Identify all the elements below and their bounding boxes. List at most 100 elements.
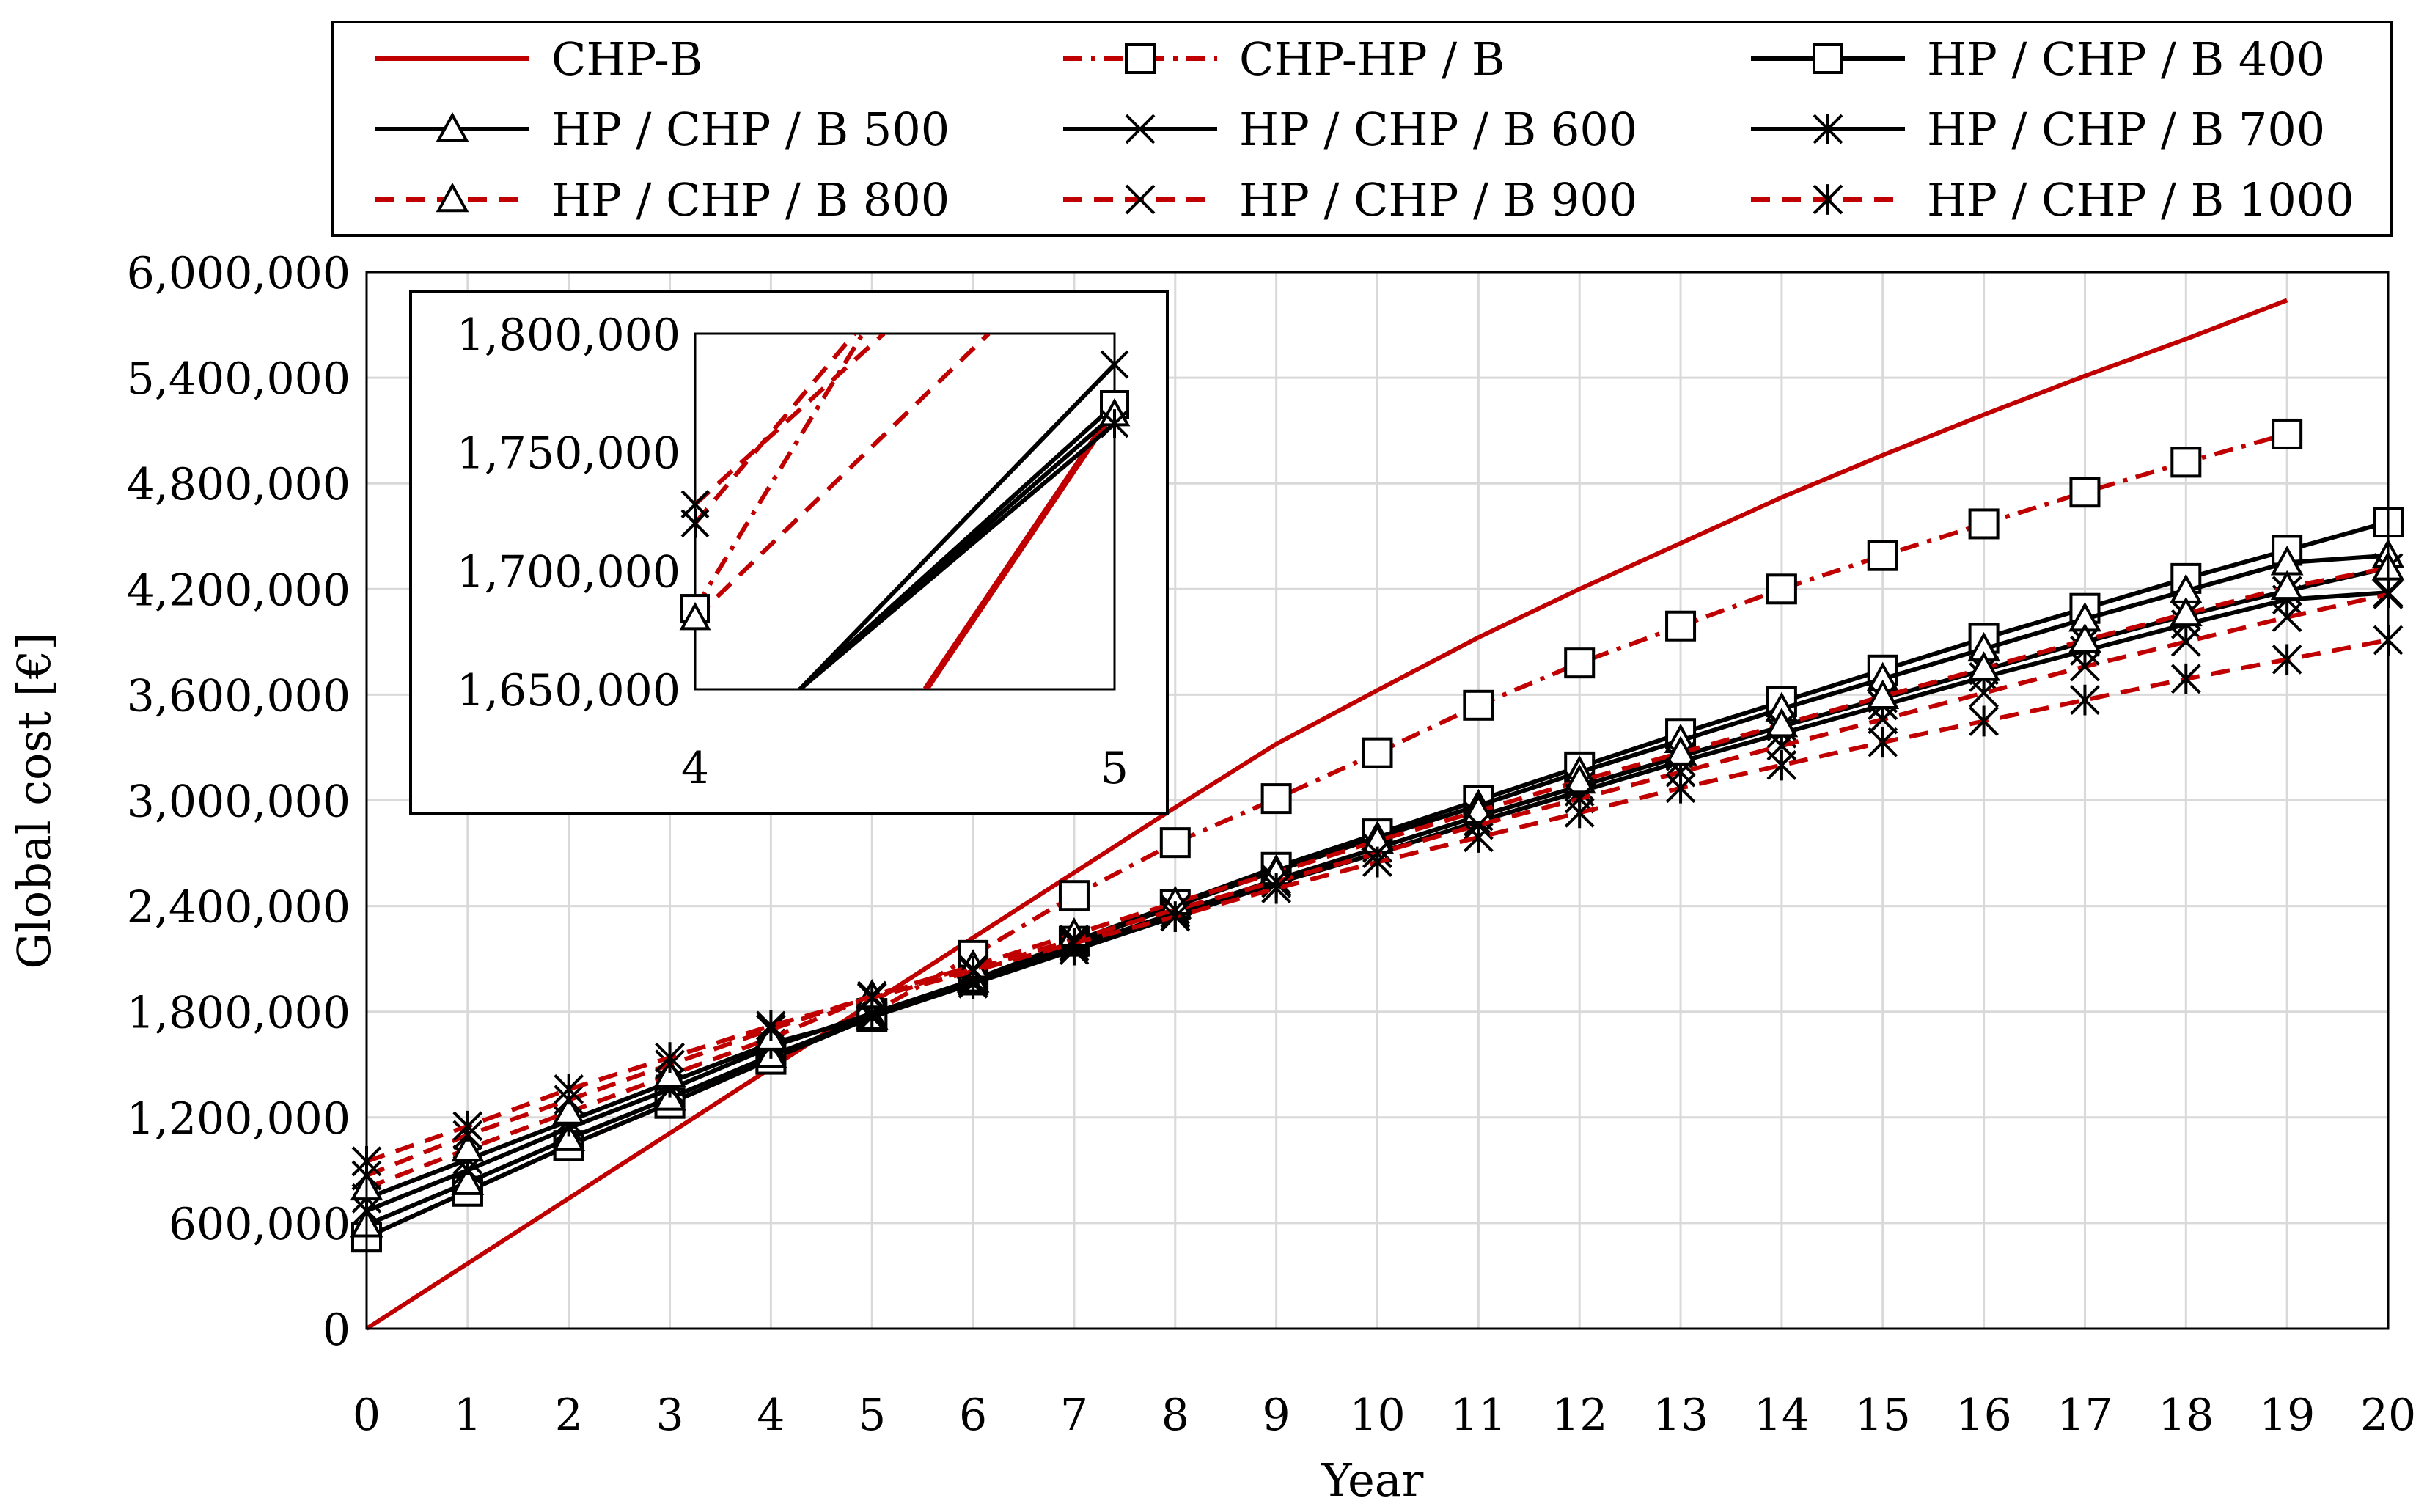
data-point-marker	[1564, 797, 1595, 829]
data-point-marker	[2070, 684, 2100, 716]
x-tick-label: 4	[757, 1390, 785, 1441]
data-point-marker	[655, 1042, 685, 1074]
inset-x-tick-label: 5	[1101, 743, 1128, 794]
y-tick-label: 2,400,000	[127, 882, 350, 933]
legend-label: HP / CHP / B 900	[1239, 173, 1637, 227]
x-tick-label: 0	[353, 1390, 381, 1441]
legend-entry: CHP-HP / B	[1063, 32, 1505, 86]
data-point-marker	[2272, 644, 2302, 675]
data-point-marker	[451, 1131, 485, 1162]
y-tick-label: 1,800,000	[127, 988, 350, 1039]
x-tick-label: 1	[454, 1390, 482, 1441]
x-tick-label: 15	[1855, 1390, 1911, 1441]
data-point-marker	[2272, 602, 2302, 633]
y-tick-label: 4,800,000	[127, 459, 350, 510]
data-point-marker	[1058, 880, 1090, 911]
legend-label: HP / CHP / B 500	[551, 103, 950, 156]
x-tick-label: 17	[2057, 1390, 2112, 1441]
data-point-marker	[1059, 928, 1090, 958]
y-tick-label: 3,000,000	[127, 777, 350, 828]
legend-entry: HP / CHP / B 600	[1063, 103, 1637, 156]
plot-area-frame	[365, 271, 2390, 1330]
data-point-marker	[1564, 647, 1596, 679]
data-point-marker	[1463, 689, 1494, 721]
data-point-marker	[1159, 827, 1191, 859]
legend-label: CHP-HP / B	[1239, 32, 1505, 86]
legend-label: HP / CHP / B 400	[1927, 32, 2325, 86]
data-point-marker	[451, 1165, 485, 1195]
inset-series-line	[922, 407, 1115, 689]
y-tick-label: 6,000,000	[127, 248, 350, 299]
data-point-marker	[1260, 783, 1292, 815]
data-point-marker	[1261, 873, 1292, 904]
legend: CHP-B CHP-HP / B HP / CHP / B 400 HP / CHP …	[331, 21, 2393, 237]
data-point-marker	[958, 955, 988, 987]
inset-y-tick-label: 1,750,000	[457, 428, 680, 480]
x-tick-label: 13	[1653, 1390, 1708, 1441]
legend-label: HP / CHP / B 700	[1927, 103, 2325, 156]
inset-series	[695, 334, 1115, 689]
y-tick-label: 4,200,000	[127, 565, 350, 616]
data-point-marker	[1868, 704, 1898, 735]
y-tick-label: 600,000	[169, 1199, 350, 1250]
data-point-marker	[2170, 447, 2202, 478]
inset-series-line	[695, 334, 991, 620]
x-tick-label: 5	[858, 1390, 886, 1441]
legend-entry: HP / CHP / B 800	[375, 173, 950, 227]
y-axis-title: Global cost [€]	[7, 632, 61, 969]
inset-data-point-marker	[680, 508, 710, 538]
x-tick-label: 20	[2360, 1390, 2416, 1441]
data-point-marker	[1969, 678, 2000, 708]
data-point-marker	[1967, 651, 2000, 681]
y-tick-label: 5,400,000	[127, 353, 350, 405]
data-point-marker	[552, 1121, 586, 1151]
x-tick-label: 6	[959, 1390, 987, 1441]
inset-series-line	[695, 334, 865, 610]
legend-label: HP / CHP / B 1000	[1927, 173, 2354, 227]
x-tick-label: 11	[1450, 1390, 1506, 1441]
x-tick-label: 18	[2158, 1390, 2214, 1441]
data-point-marker	[2169, 596, 2203, 627]
inset-y-tick-label: 1,700,000	[457, 546, 680, 598]
data-point-marker	[1160, 901, 1191, 932]
legend-label: HP / CHP / B 800	[551, 173, 950, 227]
x-tick-label: 8	[1161, 1390, 1189, 1441]
data-point-marker	[1969, 705, 2000, 737]
legend-entry: CHP-B	[375, 32, 702, 86]
inset-data-point-marker	[679, 601, 711, 631]
data-point-marker	[2170, 663, 2201, 694]
data-point-marker	[1563, 763, 1596, 794]
inset-x-tick-label: 4	[681, 743, 709, 794]
x-tick-label: 16	[1956, 1390, 2011, 1441]
data-point-marker	[1665, 610, 1697, 642]
series-chp-b	[365, 298, 2288, 1331]
legend-entry: HP / CHP / B 900	[1063, 173, 1637, 227]
data-point-marker	[2170, 626, 2201, 657]
data-point-marker	[1868, 727, 1898, 758]
data-point-marker	[1968, 508, 2000, 540]
data-point-marker	[2070, 651, 2100, 682]
data-point-marker	[452, 1110, 483, 1142]
x-tick-label: 3	[656, 1390, 683, 1441]
inset-chart: 1,650,000 1,700,000 1,750,000 1,800,000 4 5	[409, 290, 1169, 815]
data-point-marker	[1362, 737, 1393, 768]
x-tick-label: 7	[1060, 1390, 1088, 1441]
y-tick-label: 3,600,000	[127, 670, 350, 722]
data-point-marker	[1664, 735, 1697, 766]
x-tick-label: 12	[1552, 1390, 1607, 1441]
x-tick-label: 2	[555, 1390, 583, 1441]
inset-y-tick-label: 1,800,000	[457, 309, 680, 361]
inset-data-point-marker	[1100, 350, 1129, 379]
inset-series-line	[695, 334, 886, 507]
legend-box	[331, 21, 2393, 237]
legend-entry: HP / CHP / B 700	[1751, 103, 2325, 156]
data-point-marker	[1765, 708, 1799, 738]
series-line	[365, 565, 2389, 1190]
data-point-marker	[1463, 822, 1494, 853]
data-point-marker	[1867, 540, 1898, 571]
data-point-marker	[1866, 679, 1900, 710]
x-tick-label: 14	[1754, 1390, 1810, 1441]
x-tick-label: 10	[1349, 1390, 1405, 1441]
y-tick-label: 0	[323, 1304, 350, 1356]
